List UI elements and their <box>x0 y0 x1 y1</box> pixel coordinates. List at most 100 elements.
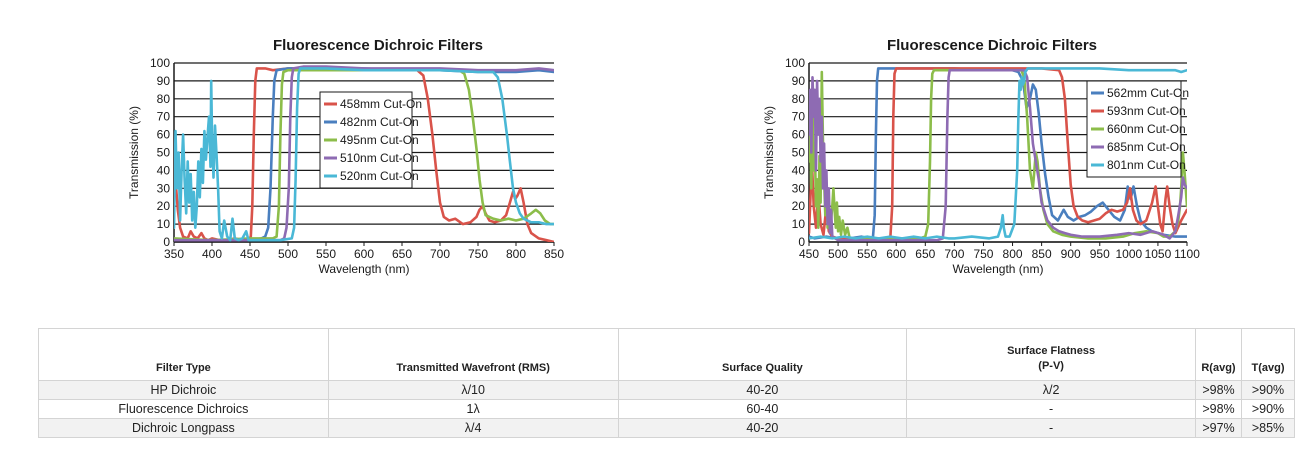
cell-tavg: >90% <box>1240 380 1296 400</box>
x-tick-label: 650 <box>915 247 935 261</box>
x-tick-label: 800 <box>506 247 526 261</box>
x-tick-label: 450 <box>799 247 819 261</box>
header-ravg: R(avg) <box>1194 328 1242 381</box>
y-tick-label: 40 <box>792 163 806 177</box>
cell-tavg: >85% <box>1240 418 1296 438</box>
y-axis-label: Transmission (%) <box>762 106 776 199</box>
cell-tavg: >90% <box>1240 399 1296 419</box>
x-tick-label: 750 <box>468 247 488 261</box>
cell-quality: 60-40 <box>617 399 908 419</box>
x-tick-label: 700 <box>944 247 964 261</box>
chart-title: Fluorescence Dichroic Filters <box>273 37 483 54</box>
x-tick-label: 500 <box>828 247 848 261</box>
table-row: Fluorescence Dichroics 1λ 60-40 - >98% >… <box>38 399 1296 419</box>
y-tick-label: 10 <box>157 217 171 231</box>
spec-table: Filter Type Transmitted Wavefront (RMS) … <box>38 328 1296 438</box>
header-surface-quality: Surface Quality <box>617 328 908 381</box>
x-tick-label: 450 <box>240 247 260 261</box>
cell-flatness: - <box>906 399 1196 419</box>
series-line-5 <box>174 67 554 242</box>
x-tick-label: 550 <box>316 247 336 261</box>
x-tick-label: 600 <box>354 247 374 261</box>
legend-label: 685nm Cut-On <box>1107 140 1186 154</box>
cell-ravg: >97% <box>1194 418 1242 438</box>
y-tick-label: 50 <box>792 146 806 160</box>
cell-wavefront: λ/4 <box>327 418 619 438</box>
cell-filter-type: Fluorescence Dichroics <box>38 399 329 419</box>
y-tick-label: 60 <box>157 128 171 142</box>
x-axis-label: Wavelength (nm) <box>319 262 410 276</box>
x-tick-label: 600 <box>886 247 906 261</box>
legend-label: 510nm Cut-On <box>340 151 419 165</box>
y-tick-label: 30 <box>157 181 171 195</box>
series-line-3 <box>174 68 554 242</box>
y-tick-label: 90 <box>157 74 171 88</box>
legend-label: 458mm Cut-On <box>340 97 422 111</box>
header-flatness-line2: (P-V) <box>1038 360 1064 372</box>
legend-label: 562mm Cut-On <box>1107 86 1189 100</box>
x-tick-label: 850 <box>1032 247 1052 261</box>
series-line-4 <box>809 68 1187 242</box>
x-tick-label: 500 <box>278 247 298 261</box>
header-wavefront: Transmitted Wavefront (RMS) <box>327 328 619 381</box>
y-tick-label: 70 <box>792 110 806 124</box>
x-tick-label: 350 <box>164 247 184 261</box>
cell-wavefront: 1λ <box>327 399 619 419</box>
x-tick-label: 800 <box>1003 247 1023 261</box>
x-tick-label: 700 <box>430 247 450 261</box>
x-tick-label: 400 <box>202 247 222 261</box>
y-tick-label: 70 <box>157 110 171 124</box>
chart-right-svg: Fluorescence Dichroic Filters 0 10 20 30 40 50… <box>762 37 1200 276</box>
y-tick-label: 40 <box>157 163 171 177</box>
x-tick-label: 950 <box>1090 247 1110 261</box>
legend-label: 660nm Cut-On <box>1107 122 1186 136</box>
cell-filter-type: Dichroic Longpass <box>38 418 329 438</box>
y-tick-label: 0 <box>163 235 170 249</box>
y-tick-label: 90 <box>792 74 806 88</box>
cell-wavefront: λ/10 <box>327 380 619 400</box>
legend-label: 593nm Cut-On <box>1107 104 1186 118</box>
cell-quality: 40-20 <box>617 380 908 400</box>
x-axis-label: Wavelength (nm) <box>953 262 1044 276</box>
series-group <box>809 67 1187 242</box>
x-tick-label: 550 <box>857 247 877 261</box>
x-tick-label: 750 <box>973 247 993 261</box>
y-tick-label: 80 <box>792 92 806 106</box>
cell-flatness: λ/2 <box>906 380 1196 400</box>
header-tavg: T(avg) <box>1240 328 1296 381</box>
y-tick-label: 20 <box>792 199 806 213</box>
x-tick-label: 850 <box>544 247 564 261</box>
y-tick-label: 30 <box>792 181 806 195</box>
y-tick-label: 100 <box>785 56 805 70</box>
series-line-5 <box>809 67 1187 240</box>
legend-label: 520nm Cut-On <box>340 169 419 183</box>
legend-label: 482nm Cut-On <box>340 115 419 129</box>
cell-ravg: >98% <box>1194 380 1242 400</box>
table-row: Dichroic Longpass λ/4 40-20 - >97% >85% <box>38 418 1296 438</box>
header-filter-type: Filter Type <box>38 328 329 381</box>
y-axis-label: Transmission (%) <box>127 106 141 199</box>
y-tick-label: 100 <box>150 56 170 70</box>
x-tick-label: 900 <box>1061 247 1081 261</box>
table-row: HP Dichroic λ/10 40-20 λ/2 >98% >90% <box>38 380 1296 400</box>
chart-title: Fluorescence Dichroic Filters <box>887 37 1097 54</box>
x-tick-label: 650 <box>392 247 412 261</box>
cell-quality: 40-20 <box>617 418 908 438</box>
header-surface-flatness: Surface Flatness (P-V) <box>906 328 1196 381</box>
header-flatness-line1: Surface Flatness <box>1007 345 1096 357</box>
y-tick-label: 50 <box>157 146 171 160</box>
y-tick-label: 10 <box>792 217 806 231</box>
x-tick-label: 1050 <box>1145 247 1172 261</box>
chart-left-svg: Fluorescence Dichroic Filters 0 10 20 30 40 50… <box>127 37 564 276</box>
table-header-row: Filter Type Transmitted Wavefront (RMS) … <box>38 328 1296 381</box>
legend-label: 495nm Cut-On <box>340 133 419 147</box>
x-tick-label: 1000 <box>1115 247 1142 261</box>
chart-left: Fluorescence Dichroic Filters 0 10 20 30 40 50… <box>120 0 580 290</box>
x-tick-label: 1100 <box>1174 247 1200 261</box>
legend-label: 801nm Cut-On <box>1107 158 1186 172</box>
y-tick-label: 60 <box>792 128 806 142</box>
y-tick-label: 0 <box>798 235 805 249</box>
series-group <box>174 65 554 242</box>
cell-flatness: - <box>906 418 1196 438</box>
chart-right: Fluorescence Dichroic Filters 0 10 20 30 40 50… <box>755 0 1215 290</box>
